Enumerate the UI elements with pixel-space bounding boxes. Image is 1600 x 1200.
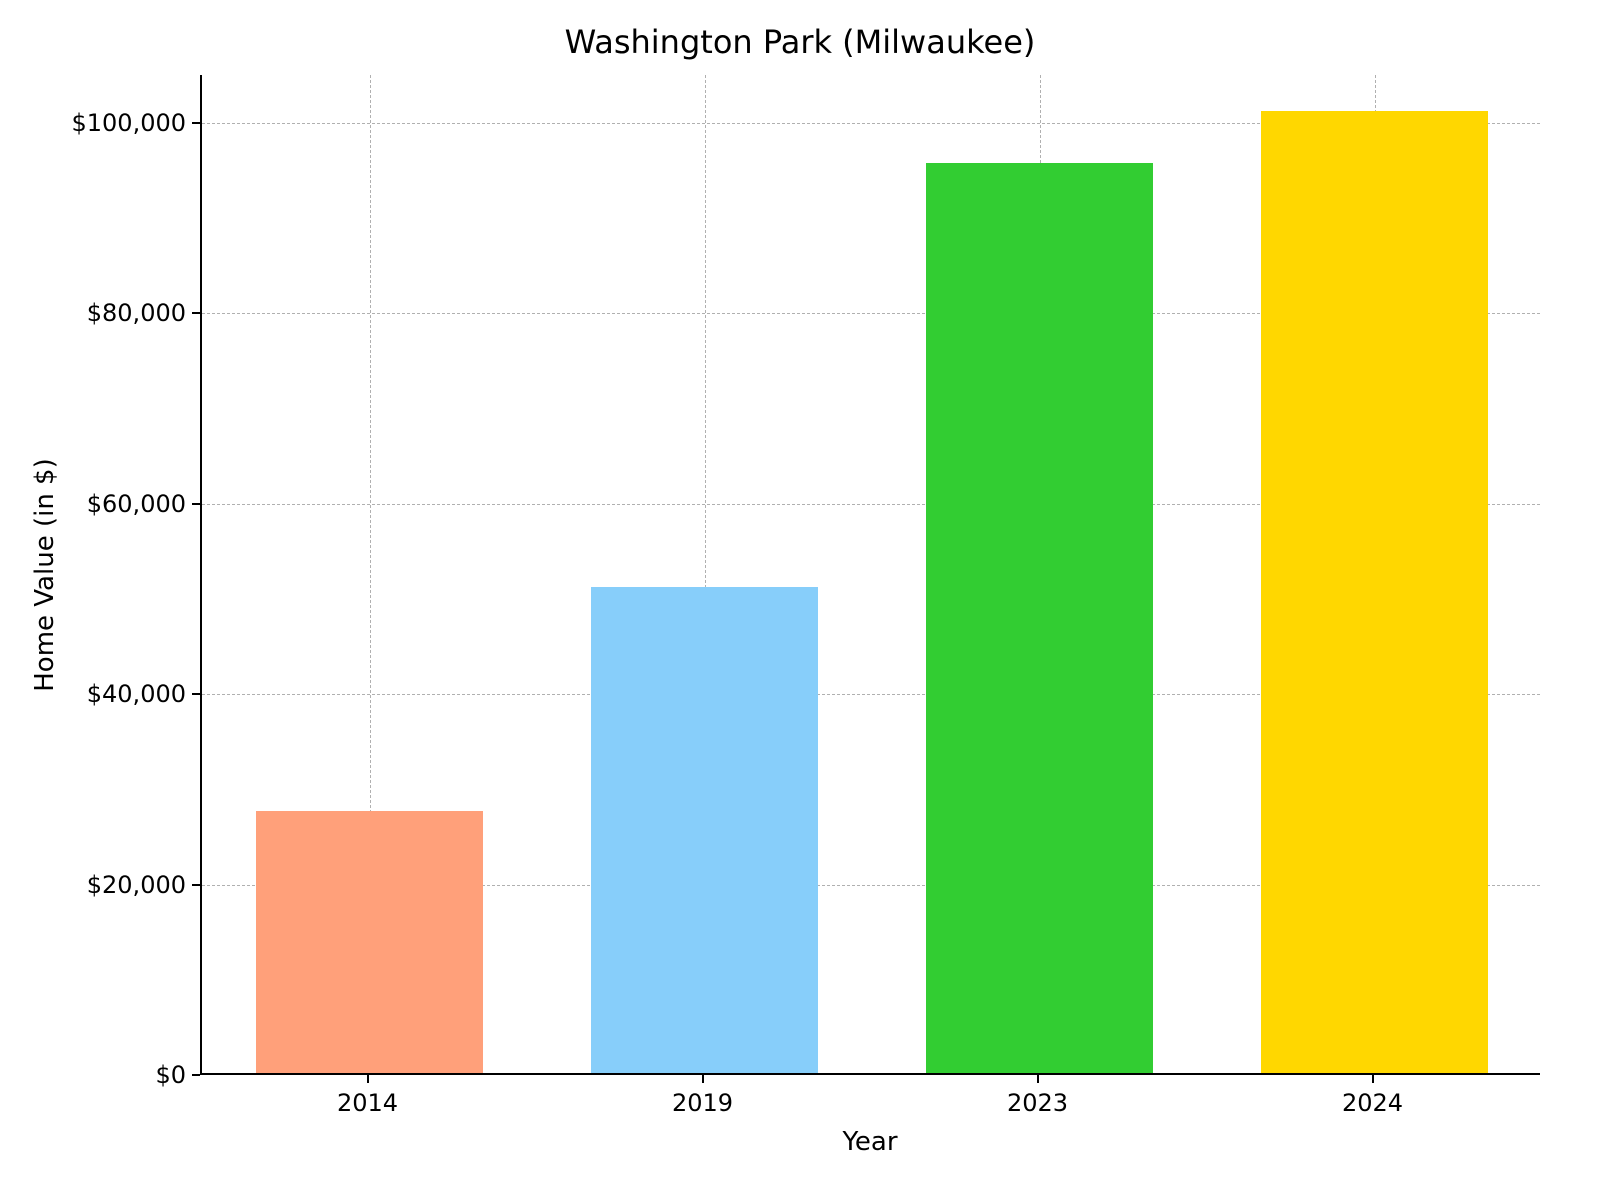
x-tick-mark [367,1075,369,1083]
y-tick-mark [192,693,200,695]
bar [926,163,1154,1073]
bar [1261,111,1489,1073]
y-tick-label: $0 [155,1061,186,1089]
y-tick-label: $20,000 [87,871,186,899]
y-tick-label: $80,000 [87,299,186,327]
chart-title: Washington Park (Milwaukee) [0,23,1600,61]
y-tick-mark [192,1074,200,1076]
chart-container: Washington Park (Milwaukee) Home Value (… [0,0,1600,1200]
x-tick-label: 2023 [1007,1089,1068,1117]
x-tick-label: 2014 [337,1089,398,1117]
y-tick-mark [192,122,200,124]
bar [591,587,819,1073]
bar [256,811,484,1073]
x-tick-label: 2019 [672,1089,733,1117]
x-tick-mark [702,1075,704,1083]
x-tick-mark [1037,1075,1039,1083]
y-tick-mark [192,884,200,886]
y-tick-label: $40,000 [87,680,186,708]
y-tick-mark [192,503,200,505]
plot-area [200,75,1540,1075]
y-tick-label: $60,000 [87,490,186,518]
y-tick-label: $100,000 [71,109,186,137]
x-axis-label: Year [842,1127,897,1157]
x-tick-label: 2024 [1342,1089,1403,1117]
y-tick-mark [192,312,200,314]
x-tick-mark [1372,1075,1374,1083]
y-axis-label: Home Value (in $) [30,458,60,692]
